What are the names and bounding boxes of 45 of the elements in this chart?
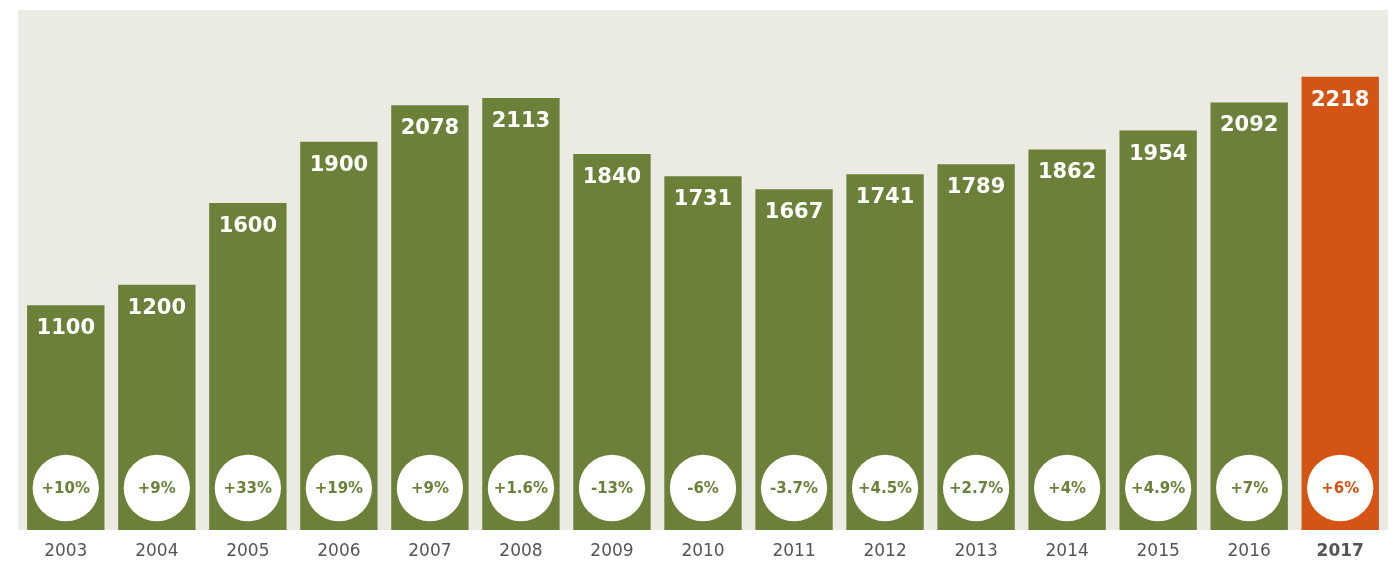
data-label: 1100 — [36, 315, 96, 340]
annotation: -13% — [590, 479, 634, 497]
data-label: 2092 — [1219, 112, 1279, 137]
x-tick-label: 2005 — [226, 539, 270, 560]
annotation: +7% — [1230, 479, 1269, 497]
annotation: +19% — [314, 479, 364, 497]
annotation: +1.6% — [493, 479, 549, 497]
data-label: 1600 — [218, 212, 278, 237]
annotation: +4.9% — [1131, 479, 1186, 497]
data-label: 1900 — [309, 151, 369, 176]
annotation: -6% — [687, 479, 719, 497]
x-tick-label: 2004 — [135, 539, 179, 560]
data-label: 2078 — [400, 115, 460, 140]
x-tick-label: 2009 — [590, 539, 634, 560]
x-tick-label: 2007 — [408, 539, 452, 560]
annotation: +9% — [410, 479, 449, 497]
x-tick-label: 2016 — [1227, 539, 1271, 560]
data-label: 1789 — [946, 174, 1006, 199]
x-tick-label: 2014 — [1045, 539, 1089, 560]
annotation: +33% — [223, 479, 273, 497]
x-tick-label: 2010 — [681, 539, 725, 560]
annotation: +4% — [1048, 479, 1087, 497]
x-tick-label: 2011 — [772, 539, 816, 560]
data-label: 1741 — [855, 184, 915, 209]
x-tick-label: 2008 — [499, 539, 543, 560]
data-label: 1862 — [1037, 159, 1097, 184]
data-label: 2218 — [1310, 86, 1370, 111]
x-tick-label: 2017 — [1316, 539, 1364, 560]
data-label: 1731 — [673, 186, 733, 211]
data-label: 1954 — [1128, 140, 1188, 165]
annotation: +10% — [41, 479, 91, 497]
x-tick-label: 2015 — [1136, 539, 1180, 560]
x-tick-label: 2013 — [954, 539, 998, 560]
annotation: -3.7% — [770, 479, 818, 497]
x-tick-label: 2003 — [44, 539, 88, 560]
x-tick-label: 2006 — [317, 539, 361, 560]
data-label: 1840 — [582, 163, 642, 188]
annotation: +2.7% — [949, 479, 1004, 497]
x-tick-label: 2012 — [863, 539, 907, 560]
data-label: 1667 — [764, 199, 824, 224]
annotation: +9% — [137, 479, 176, 497]
annotation: +6% — [1321, 479, 1360, 497]
data-label: 2113 — [491, 108, 551, 133]
data-label: 1200 — [127, 294, 187, 319]
annotation: +4.5% — [857, 479, 913, 497]
